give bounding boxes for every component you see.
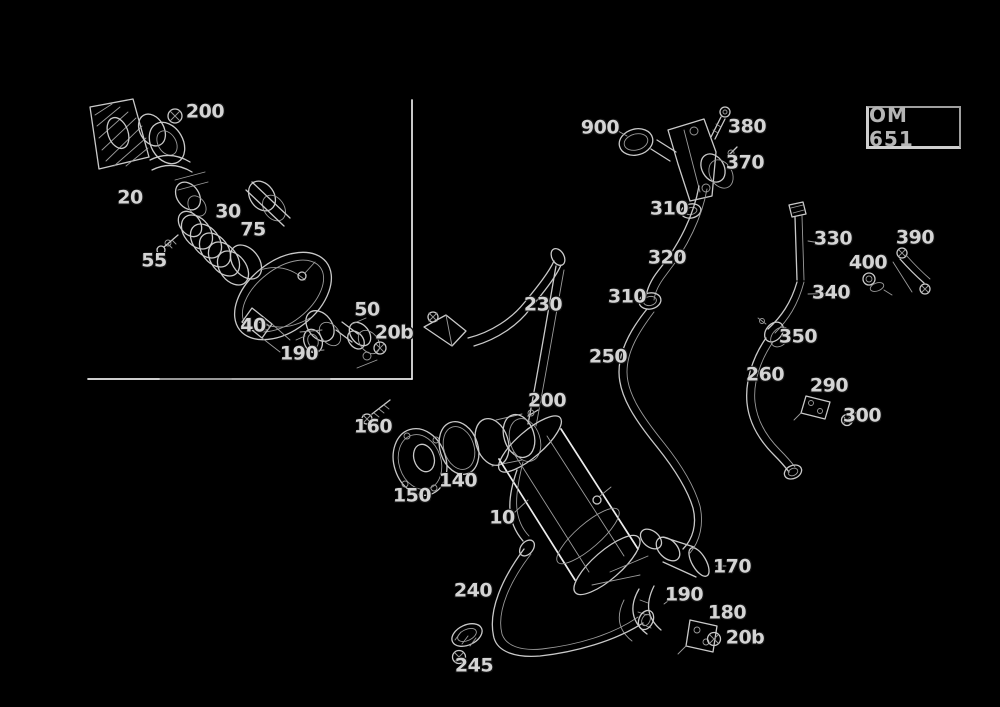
pipe-260 [746,337,803,480]
pipe-250 [618,308,702,554]
part-label-400: 400 [848,251,888,274]
hanger-390 [892,247,931,295]
part-label-190: 190 [664,583,704,606]
part-label-170: 170 [712,555,752,578]
part-label-245: 245 [454,654,494,677]
tailpipe-170-group [639,528,727,578]
part-label-340: 340 [811,281,851,304]
bolt-160 [361,399,391,425]
part-label-200: 200 [527,389,567,412]
part-label-10: 10 [489,506,515,529]
hanger-pipe-330-340 [757,201,844,348]
bracket-190-left [295,328,325,354]
muffler-body-10 [497,415,649,596]
part-label-160: 160 [353,415,393,438]
engine-code-box: OM 651 [866,103,961,151]
engine-code-label: OM 651 [869,103,914,151]
part-label-50: 50 [354,298,380,321]
frame-divider-lines [87,99,413,380]
part-label-300: 300 [842,404,882,427]
part-label-75: 75 [240,218,266,241]
gasket-245 [451,623,483,665]
clamp-50-hardware [348,317,387,369]
part-label-230: 230 [523,293,563,316]
bracket-290 [793,395,831,421]
part-label-310: 310 [607,285,647,308]
bracket-370-group [667,106,738,202]
part-label-240: 240 [453,579,493,602]
part-label-140: 140 [438,469,478,492]
part-label-20b: 20b [725,626,765,649]
bolt-400 [862,272,893,296]
part-label-200: 200 [185,100,225,123]
flex-bellows-30 [177,210,250,286]
pipe-320 [638,185,708,310]
bracket-180 [677,619,718,655]
part-label-30: 30 [215,200,241,223]
bolt-20b-right [706,631,722,647]
mounting-bracket-40 [241,307,291,353]
gasket-ring-140 [438,421,480,475]
part-label-250: 250 [588,345,628,368]
turbocharger-assembly [89,98,291,227]
part-label-260: 260 [745,363,785,386]
part-label-900: 900 [580,116,620,139]
part-label-190: 190 [279,342,319,365]
catalytic-converter-body [229,244,365,350]
part-label-20b: 20b [374,321,414,344]
part-label-180: 180 [707,601,747,624]
part-label-370: 370 [725,151,765,174]
part-label-320: 320 [647,246,687,269]
part-label-20: 20 [117,186,143,209]
part-label-40: 40 [240,314,266,337]
part-label-380: 380 [727,115,767,138]
front-pipe-230 [467,247,566,427]
part-label-290: 290 [809,374,849,397]
stud-55 [156,234,179,255]
part-label-350: 350 [778,325,818,348]
part-label-330: 330 [813,227,853,250]
bracket-230-part [423,311,467,347]
part-label-390: 390 [895,226,935,249]
pipe-240 [491,539,655,658]
bolt-300 [840,408,861,427]
part-label-55: 55 [141,249,167,272]
part-label-150: 150 [392,484,432,507]
part-label-310: 310 [649,197,689,220]
seal-ring-900 [617,128,677,162]
